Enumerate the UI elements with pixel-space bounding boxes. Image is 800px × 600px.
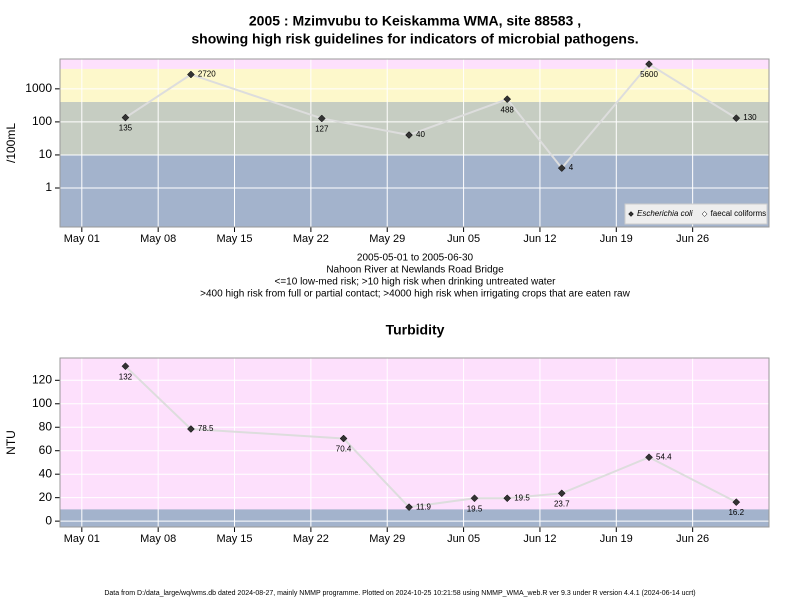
y-tick-label: 100	[32, 396, 52, 410]
risk-band	[60, 509, 769, 527]
footer: Data from D:/data_large/wq/wms.db dated …	[104, 590, 695, 597]
data-label: 132	[119, 372, 133, 381]
x-tick-label: May 08	[140, 533, 176, 545]
chart-note: Nahoon River at Newlands Road Bridge	[326, 265, 504, 276]
data-label: 11.9	[416, 502, 432, 511]
data-label: 19.5	[514, 493, 530, 502]
data-label: 488	[501, 105, 515, 114]
y-tick-label: 80	[39, 419, 53, 433]
legend-label: faecal coliforms	[711, 209, 767, 218]
risk-band	[60, 68, 769, 102]
plot-frame	[59, 58, 770, 228]
x-tick-label: May 15	[216, 533, 252, 545]
y-tick-label: 1000	[25, 81, 52, 95]
y-axis-label: NTU	[4, 430, 18, 455]
x-tick-label: May 01	[64, 533, 100, 545]
x-tick-label: Jun 12	[523, 533, 556, 545]
data-label: 70.4	[336, 445, 352, 454]
data-point	[732, 114, 741, 122]
plot-frame	[59, 357, 770, 528]
data-point	[732, 498, 741, 506]
data-label: 23.7	[554, 499, 570, 508]
data-point	[503, 95, 512, 103]
data-point	[645, 453, 653, 462]
data-point	[470, 494, 479, 503]
data-label: 40	[416, 130, 425, 139]
y-tick-label: 20	[39, 490, 53, 504]
risk-band	[60, 101, 769, 155]
data-label: 2720	[198, 70, 216, 79]
plot-background	[60, 358, 769, 527]
x-tick-label: Jun 05	[447, 233, 480, 245]
data-point	[503, 494, 512, 503]
chart-title: Turbidity	[386, 322, 445, 338]
chart-note: <=10 low-med risk; >10 high risk when dr…	[275, 277, 557, 288]
y-tick-label: 1	[45, 180, 52, 194]
series-line	[124, 62, 737, 170]
data-point	[121, 113, 130, 122]
x-tick-label: May 01	[64, 233, 100, 245]
x-tick-label: Jun 19	[600, 533, 633, 545]
data-point	[405, 131, 413, 139]
legend-label: Escherichia coli	[637, 209, 693, 218]
data-point	[405, 503, 413, 512]
y-tick-label: 0	[45, 513, 52, 527]
y-axis-label: /100mL	[4, 123, 18, 163]
data-point	[339, 434, 348, 443]
x-tick-label: Jun 26	[676, 533, 709, 545]
data-label: 4	[569, 163, 574, 172]
legend-box	[624, 203, 768, 225]
chart-note: 2005-05-01 to 2005-06-30	[357, 253, 474, 264]
y-tick-label: 100	[32, 114, 52, 128]
x-tick-label: Jun 19	[600, 233, 633, 245]
x-tick-label: Jun 05	[447, 533, 480, 545]
x-tick-label: May 22	[293, 233, 329, 245]
data-label: 135	[119, 124, 133, 133]
legend-marker	[628, 211, 634, 217]
data-point	[187, 70, 195, 79]
y-tick-label: 10	[39, 147, 53, 161]
chart-title: showing high risk guidelines for indicat…	[191, 31, 638, 47]
data-point	[317, 114, 326, 123]
data-label: 78.5	[198, 424, 214, 433]
data-point	[121, 362, 130, 371]
data-label: 127	[315, 125, 329, 134]
data-point	[557, 489, 566, 498]
data-label: 16.2	[728, 508, 744, 517]
data-point	[645, 60, 653, 68]
data-label: 130	[743, 113, 757, 122]
data-point	[557, 164, 566, 172]
data-label: 19.5	[467, 504, 483, 513]
data-label: 54.4	[656, 452, 672, 461]
x-tick-label: Jun 26	[676, 233, 709, 245]
y-tick-label: 60	[39, 443, 53, 457]
x-tick-label: May 29	[369, 533, 405, 545]
x-tick-label: Jun 12	[523, 233, 556, 245]
legend-marker	[701, 211, 708, 217]
x-tick-label: May 29	[369, 233, 405, 245]
y-tick-label: 40	[39, 466, 53, 480]
x-tick-label: May 22	[293, 533, 329, 545]
x-tick-label: May 15	[216, 233, 252, 245]
chart-title: 2005 : Mzimvubu to Keiskamma WMA, site 8…	[249, 13, 581, 29]
y-tick-label: 120	[32, 372, 52, 386]
x-tick-label: May 08	[140, 233, 176, 245]
data-label: 5600	[640, 70, 658, 79]
chart-note: >400 high risk from full or partial cont…	[200, 289, 630, 300]
data-point	[187, 425, 195, 433]
